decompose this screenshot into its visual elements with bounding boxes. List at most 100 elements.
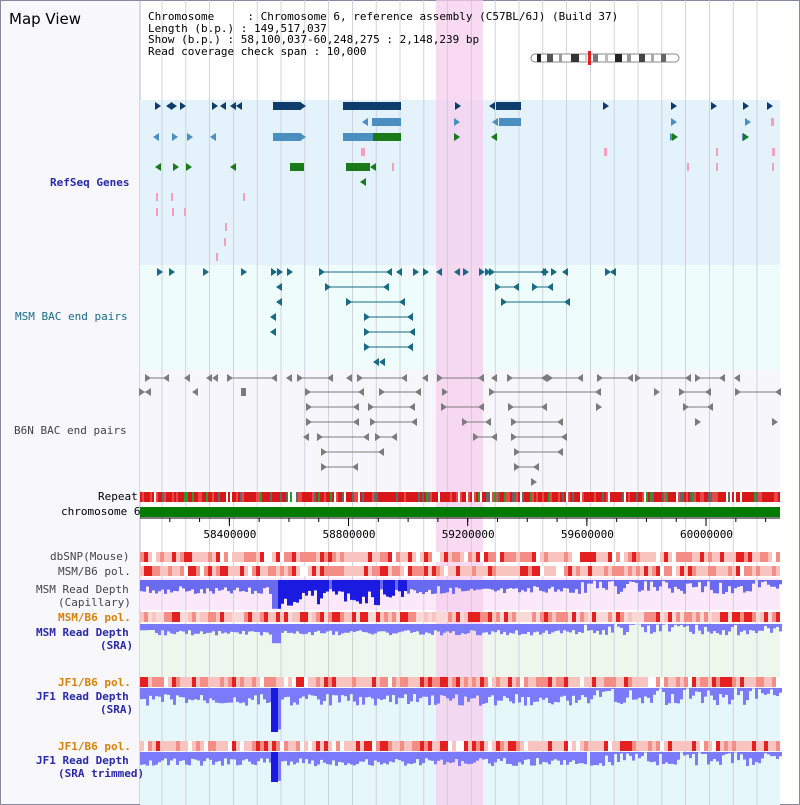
b6n-bac-pair-end <box>462 418 468 426</box>
b6n-bac-pair-end <box>577 374 583 382</box>
msm-depth-capillary-bar <box>338 580 341 592</box>
msm-depth-sra-bar <box>578 624 581 632</box>
repeat-segment <box>450 492 452 502</box>
jf1-depth-trimmed-bar <box>224 752 227 759</box>
track-label-jf1-b6-pol[interactable]: JF1/B6 pol. <box>58 676 131 689</box>
dbsnp-heat <box>728 552 732 562</box>
b6n-bac-pair-end <box>145 374 151 382</box>
dbsnp-heat <box>464 552 468 562</box>
track-label-chromosome[interactable]: chromosome 6 <box>61 505 141 518</box>
refseq-gene-arrow <box>300 102 306 110</box>
jf1-depth-trimmed-bar <box>215 752 218 762</box>
track-label-msm-bac[interactable]: MSM BAC end pairs <box>15 310 128 323</box>
msm-b6-pol-sra-heat <box>696 612 700 622</box>
refseq-gene-arrow <box>489 102 495 110</box>
jf1-b6-pol-heat <box>160 677 164 687</box>
msm-b6-pol-sra-heat <box>376 612 380 622</box>
repeat-segment <box>178 492 180 502</box>
repeat-segment <box>392 492 394 502</box>
repeat-segment <box>224 492 226 502</box>
track-label-jf1-depth-sra[interactable]: JF1 Read Depth <box>36 690 129 703</box>
track-label-refseq-genes[interactable]: RefSeq Genes <box>50 176 130 189</box>
jf1-b6-pol-trimmed-heat <box>140 741 144 751</box>
jf1-b6-pol-trimmed-heat <box>524 741 528 751</box>
msm-b6-pol-capillary-heat <box>720 566 724 576</box>
msm-depth-capillary-bar <box>716 580 719 594</box>
track-label-jf1-depth-sra-sub: (SRA) <box>100 703 134 716</box>
dbsnp-heat <box>756 552 760 562</box>
track-label-b6n-bac[interactable]: B6N BAC end pairs <box>14 424 127 437</box>
jf1-b6-pol-trimmed-heat <box>532 741 536 751</box>
msm-depth-capillary-bar <box>743 580 746 593</box>
repeat-segment <box>258 492 260 502</box>
repeat-segment <box>312 492 314 502</box>
jf1-depth-trimmed-bar <box>194 752 197 760</box>
msm-depth-capillary-bar <box>641 580 644 591</box>
msm-depth-capillary-bar <box>749 580 752 592</box>
jf1-b6-pol-heat <box>548 677 552 687</box>
jf1-depth-trimmed-bar <box>464 752 467 764</box>
repeat-segment <box>520 492 522 502</box>
jf1-b6-pol-trimmed-heat <box>260 741 264 751</box>
dbsnp-heat <box>588 552 592 562</box>
b6n-bac-pair-end <box>415 388 421 396</box>
msm-depth-capillary-bar <box>536 580 539 588</box>
jf1-b6-pol-trimmed-heat <box>708 741 712 751</box>
jf1-depth-sra-bar <box>515 688 518 695</box>
msm-b6-pol-sra-heat <box>448 612 452 622</box>
jf1-depth-sra-bar <box>779 688 782 693</box>
repeat-segment <box>206 492 208 502</box>
repeat-segment <box>194 492 196 502</box>
dbsnp-heat <box>440 552 444 562</box>
msm-depth-sra-bar <box>707 624 710 632</box>
jf1-b6-pol-heat <box>624 677 628 687</box>
jf1-b6-pol-trimmed-heat <box>512 741 516 751</box>
refseq-gene-arrow <box>360 178 366 186</box>
msm-depth-capillary-bar <box>188 580 191 591</box>
track-label-repeat[interactable]: Repeat <box>98 490 138 503</box>
track-label-msm-b6-pol-capillary[interactable]: MSM/B6 pol. <box>58 565 131 578</box>
repeat-segment <box>176 492 178 502</box>
msm-depth-sra-bar <box>458 624 461 635</box>
msm-b6-pol-sra-heat <box>532 612 536 622</box>
track-label-jf1-b6-pol-trimmed[interactable]: JF1/B6 pol. <box>58 740 131 753</box>
dbsnp-heat <box>708 552 712 562</box>
msm-depth-sra-bar <box>389 624 392 636</box>
jf1-b6-pol-trimmed-heat <box>264 741 268 751</box>
jf1-depth-sra-bar <box>584 688 587 698</box>
msm-b6-pol-sra-heat <box>264 612 268 622</box>
track-label-msm-b6-pol-sra[interactable]: MSM/B6 pol. <box>58 611 131 624</box>
ideogram-band <box>593 54 598 62</box>
jf1-b6-pol-trimmed-heat <box>196 741 200 751</box>
jf1-depth-sra-bar <box>266 688 269 703</box>
b6n-bac-pair-end <box>514 463 520 471</box>
msm-bac-pair-end <box>325 283 331 291</box>
msm-depth-capillary-bar <box>701 580 704 593</box>
msm-depth-sra-bar <box>227 624 230 634</box>
dbsnp-heat <box>776 552 780 562</box>
track-label-jf1-depth-trimmed[interactable]: JF1 Read Depth <box>36 754 129 767</box>
jf1-b6-pol-heat <box>596 677 600 687</box>
track-label-msm-depth-sra[interactable]: MSM Read Depth <box>36 626 129 639</box>
jf1-b6-pol-trimmed-heat <box>492 741 496 751</box>
repeat-segment <box>724 492 726 502</box>
msm-depth-sra-bar <box>380 624 383 632</box>
repeat-segment <box>446 492 448 502</box>
jf1-depth-trimmed-bar <box>770 752 773 757</box>
jf1-b6-pol-trimmed-heat <box>440 741 444 751</box>
b6n-bac-block <box>241 388 246 396</box>
jf1-depth-sra-bar <box>377 688 380 699</box>
msm-b6-pol-capillary-heat <box>316 566 320 576</box>
repeat-segment <box>184 492 186 502</box>
msm-depth-sra-bar <box>260 624 263 636</box>
ideogram-band <box>605 54 608 62</box>
track-label-dbsnp[interactable]: dbSNP(Mouse) <box>50 550 130 563</box>
track-label-msm-depth-capillary[interactable]: MSM Read Depth <box>36 583 129 596</box>
msm-depth-capillary-bar <box>332 580 335 592</box>
msm-depth-sra-bar <box>431 624 434 635</box>
msm-b6-pol-capillary-heat <box>288 566 292 576</box>
jf1-depth-sra-bar <box>695 688 698 692</box>
jf1-depth-trimmed-bar <box>341 752 344 763</box>
jf1-depth-trimmed-bar <box>347 752 350 764</box>
msm-depth-sra-bar <box>518 624 521 636</box>
